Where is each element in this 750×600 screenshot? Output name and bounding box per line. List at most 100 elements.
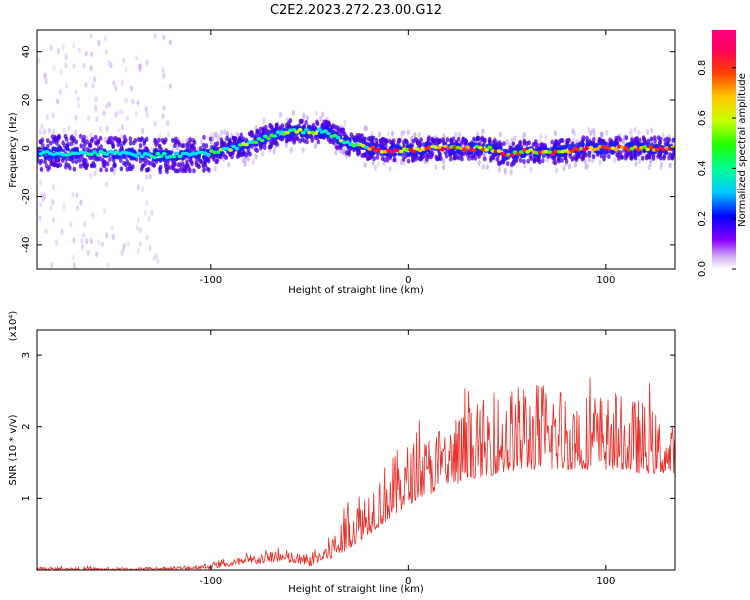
core-point xyxy=(56,154,61,159)
band-point xyxy=(128,140,133,146)
core-point xyxy=(158,157,162,162)
band-point xyxy=(483,156,487,162)
band-point xyxy=(347,148,352,154)
band-point xyxy=(192,146,196,151)
band-point xyxy=(383,157,387,163)
core-point xyxy=(519,147,524,151)
band-point xyxy=(550,139,554,145)
band-point xyxy=(253,147,258,153)
noise-point xyxy=(112,80,116,87)
snr-ticks: -100 0 100 1 2 3 xyxy=(21,330,675,587)
noise-point xyxy=(51,199,55,205)
core-point xyxy=(291,133,296,137)
band-point xyxy=(215,141,220,147)
noise-point xyxy=(213,165,217,172)
noise-point xyxy=(302,113,306,120)
noise-point xyxy=(505,138,509,145)
ridge-point xyxy=(376,147,382,152)
band-point xyxy=(131,164,135,170)
ridge-point xyxy=(92,150,98,154)
ridge-point xyxy=(496,149,502,153)
band-point xyxy=(38,139,43,145)
band-point xyxy=(292,139,296,145)
noise-point xyxy=(400,130,404,137)
noise-point xyxy=(262,116,266,123)
spectrogram-xlabel: Height of straight line (km) xyxy=(288,285,424,296)
band-point xyxy=(560,157,564,163)
core-point xyxy=(367,143,371,147)
noise-point xyxy=(629,131,633,138)
noise-point xyxy=(646,129,650,136)
ridge-point xyxy=(104,152,110,156)
core-point xyxy=(353,147,358,151)
noise-point xyxy=(138,241,142,247)
ridge-point xyxy=(297,128,303,132)
noise-point xyxy=(72,63,76,70)
core-point xyxy=(127,147,132,152)
noise-point xyxy=(305,115,309,122)
core-point xyxy=(458,151,463,155)
band-point xyxy=(145,167,150,173)
core-point xyxy=(141,149,146,153)
band-point xyxy=(366,136,371,142)
core-point xyxy=(589,142,593,146)
core-point xyxy=(410,143,414,148)
noise-point xyxy=(144,106,148,113)
noise-point xyxy=(124,97,128,104)
core-point xyxy=(474,151,479,155)
ridge-point xyxy=(259,138,265,143)
core-point xyxy=(259,141,264,145)
noise-point xyxy=(254,153,258,160)
band-point xyxy=(274,122,279,128)
noise-point xyxy=(40,123,44,130)
noise-point xyxy=(477,160,481,167)
core-point xyxy=(553,145,557,150)
noise-point xyxy=(104,48,108,55)
noise-point xyxy=(67,125,71,132)
noise-point xyxy=(225,130,230,137)
noise-point xyxy=(41,193,45,199)
band-point xyxy=(183,167,187,173)
noise-point xyxy=(42,129,47,135)
band-point xyxy=(286,120,291,126)
noise-point xyxy=(650,127,654,134)
ridge-point xyxy=(398,149,404,154)
noise-point xyxy=(98,126,102,132)
band-point xyxy=(508,146,512,152)
ridge-point xyxy=(484,148,489,152)
ridge-point xyxy=(89,152,94,156)
ridge-point xyxy=(471,148,477,152)
noise-point xyxy=(321,111,325,118)
ridge-point xyxy=(291,128,297,132)
band-point xyxy=(84,165,89,171)
band-point xyxy=(656,135,661,141)
band-point xyxy=(510,161,514,167)
noise-point xyxy=(216,135,220,142)
ridge-point xyxy=(228,148,234,152)
core-point xyxy=(377,144,382,148)
noise-point xyxy=(141,127,145,134)
core-point xyxy=(313,126,318,131)
band-point xyxy=(477,136,481,142)
ridge-point xyxy=(509,153,515,157)
noise-point xyxy=(73,270,76,276)
noise-point xyxy=(637,129,641,136)
ridge-point xyxy=(465,145,470,149)
core-point xyxy=(319,134,324,138)
core-point xyxy=(541,154,546,158)
core-point xyxy=(283,135,288,139)
core-point xyxy=(61,148,66,153)
band-point xyxy=(457,155,461,161)
noise-point xyxy=(71,254,75,261)
band-point xyxy=(411,157,415,163)
band-point xyxy=(452,155,457,161)
noise-point xyxy=(72,237,76,244)
noise-point xyxy=(588,130,593,137)
noise-point xyxy=(319,115,323,122)
core-point xyxy=(587,150,592,155)
band-point xyxy=(233,137,237,143)
noise-point xyxy=(126,240,130,247)
band-point xyxy=(138,143,143,149)
noise-point xyxy=(241,157,245,164)
core-point xyxy=(363,141,368,145)
